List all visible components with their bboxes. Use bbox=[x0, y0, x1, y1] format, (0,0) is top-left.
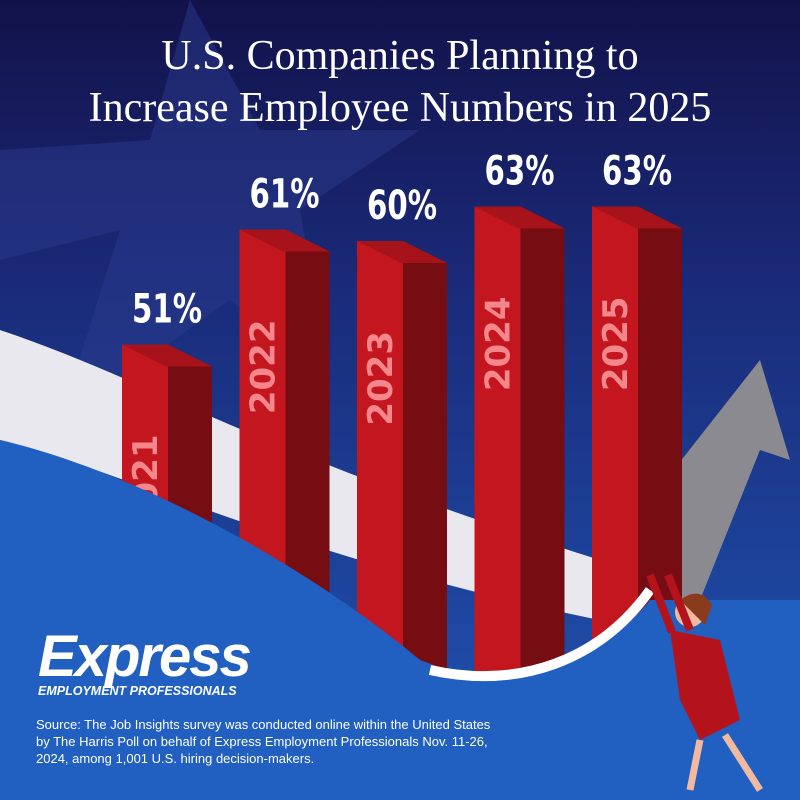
bar-side bbox=[520, 206, 565, 800]
curve bbox=[428, 587, 655, 681]
logo-tagline: EMPLOYMENT PROFESSIONALS bbox=[38, 684, 237, 698]
foreground bbox=[0, 440, 800, 800]
figure bbox=[646, 573, 763, 792]
value-label: 63% bbox=[602, 149, 672, 195]
source-note: Source: The Job Insights survey was cond… bbox=[36, 717, 491, 766]
bar-front bbox=[474, 206, 521, 800]
x-tick-label: 2022 bbox=[244, 320, 284, 415]
bar bbox=[474, 206, 565, 800]
bar-top bbox=[239, 229, 330, 252]
bar-top bbox=[122, 344, 212, 367]
x-tick-label: 2025 bbox=[596, 297, 636, 392]
logo-name: Express bbox=[38, 624, 252, 689]
logo: Express EMPLOYMENT PROFESSIONALS bbox=[38, 624, 252, 699]
x-tick-label: 2023 bbox=[361, 331, 401, 426]
bar-top bbox=[357, 241, 447, 263]
x-tick-label: 2024 bbox=[479, 297, 519, 392]
value-label: 63% bbox=[485, 149, 555, 195]
chart-title: U.S. Companies Planning to Increase Empl… bbox=[88, 33, 712, 131]
value-label: 51% bbox=[132, 287, 202, 333]
bar-top bbox=[474, 206, 565, 229]
bar-top bbox=[592, 206, 682, 229]
value-label: 61% bbox=[250, 172, 320, 218]
value-label: 60% bbox=[367, 183, 437, 229]
